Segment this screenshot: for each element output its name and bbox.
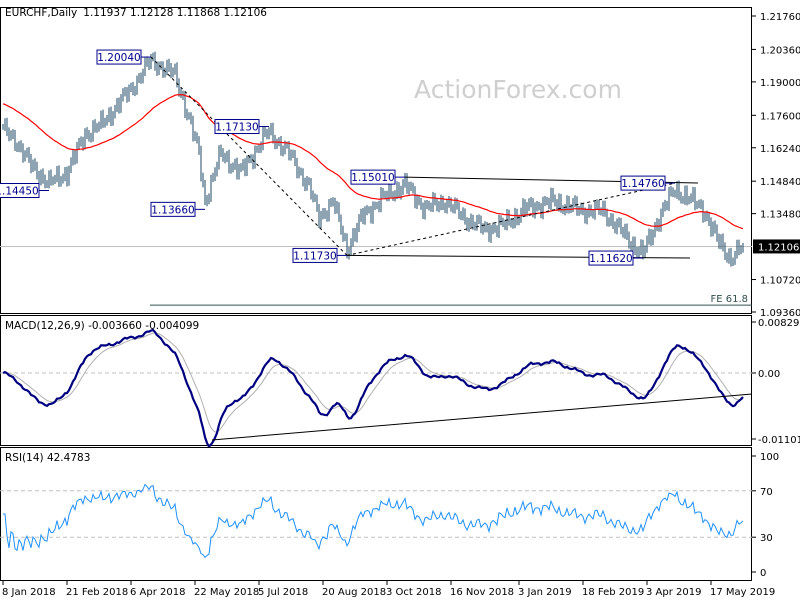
price-tick-label: 1.21760 (760, 12, 800, 23)
current-price-tag (753, 239, 800, 254)
macd-series: 0.008292 0.00 -0.011015 (0, 318, 800, 449)
pivot-label: 1.20040 (96, 49, 151, 65)
pivot-label: 1.13660 (150, 201, 205, 217)
time-tick-label: 16 Nov 2018 (450, 587, 514, 598)
price-tick-label: 1.16240 (760, 144, 800, 155)
fe-61-8-label: FE 61.8 (710, 294, 748, 305)
projection-dashed-line (150, 56, 348, 256)
pivot-label-text: 1.14760 (621, 178, 664, 190)
macd-line (2, 328, 744, 449)
rsi-panel (0, 447, 752, 581)
watermark: ActionForex.com (414, 75, 622, 104)
pivot-label-box (150, 201, 196, 217)
price-tick-label: 1.09360 (760, 308, 800, 319)
time-tick-label: 5 Jul 2018 (258, 587, 308, 598)
rsi-tick-label: 30 (760, 533, 773, 544)
price-tick-label: 1.14840 (760, 177, 800, 188)
price-series: FE 61.8 1.20040 1.14450 1.13660 1.17130 1.117… (0, 49, 752, 306)
projection-dashed-line-2 (346, 182, 676, 256)
time-tick-label: 3 Jan 2019 (518, 587, 572, 598)
rsi-series: 100 70 30 0 (0, 452, 779, 579)
pivot-label-text: 1.17130 (215, 122, 258, 134)
macd-tick-label: 0.008292 (758, 318, 800, 329)
time-tick-label: 21 Feb 2018 (66, 587, 128, 598)
rsi-tick-label: 0 (760, 568, 766, 579)
time-axis: 8 Jan 2018 21 Feb 2018 6 Apr 2018 22 May 20… (2, 580, 775, 598)
pivot-label-box (350, 169, 396, 185)
current-price-label: 1.12106 (758, 242, 799, 253)
macd-tick-label: 0.00 (758, 369, 780, 380)
time-tick-label: 20 Aug 2018 (322, 587, 386, 598)
time-tick-label: 3 Apr 2019 (646, 587, 701, 598)
rsi-tick-label: 100 (760, 452, 779, 463)
price-axis: 1.21760 1.20360 1.19000 1.17600 1.16240 1.148… (752, 12, 800, 319)
pivot-label-box (96, 49, 142, 65)
pivot-label-text: 1.13660 (151, 204, 194, 216)
pivot-label-box (0, 182, 40, 198)
pivot-label: 1.15010 (350, 169, 405, 185)
rsi-line (3, 483, 744, 559)
pivot-label-text: 1.14450 (0, 185, 39, 197)
price-panel-title: EURCHF,Daily 1.11937 1.12128 1.11868 1.12… (5, 7, 267, 19)
rsi-tick-label: 70 (760, 487, 773, 498)
price-tick-label: 1.10720 (760, 276, 800, 287)
time-tick-label: 17 May 2019 (710, 587, 775, 598)
rsi-panel-title: RSI(14) 42.4783 (5, 452, 90, 464)
price-tick-label: 1.17600 (760, 111, 800, 122)
pivot-label: 1.14450 (0, 182, 49, 198)
pivot-label-text: 1.15010 (351, 172, 394, 184)
macd-tick-label: -0.011015 (758, 435, 800, 446)
time-tick-label: 8 Jan 2018 (2, 587, 56, 598)
pivot-label-box (620, 175, 666, 191)
time-tick-label: 22 May 2018 (194, 587, 259, 598)
time-tick-label: 18 Feb 2019 (582, 587, 644, 598)
pivot-label-box (292, 247, 338, 263)
pivot-label: 1.11730 (292, 247, 347, 263)
price-tick-label: 1.13480 (760, 210, 800, 221)
time-tick-label: 3 Oct 2018 (386, 587, 441, 598)
macd-trendline (211, 393, 753, 441)
pivot-label-text: 1.11730 (293, 250, 336, 262)
price-tick-label: 1.19000 (760, 78, 800, 89)
moving-average-line (2, 94, 744, 230)
pivot-label-text: 1.11620 (589, 253, 632, 265)
pivot-label-box (214, 119, 260, 135)
pivot-label: 1.17130 (214, 119, 269, 135)
pivot-label-text: 1.20040 (97, 52, 140, 64)
price-tick-label: 1.20360 (760, 45, 800, 56)
macd-signal-line (2, 332, 744, 433)
time-tick-label: 6 Apr 2018 (130, 587, 185, 598)
pivot-label-box (588, 250, 634, 266)
pivot-label: 1.14760 (620, 175, 675, 191)
macd-panel-title: MACD(12,26,9) -0.003660 -0.004099 (5, 320, 199, 332)
pivot-label: 1.11620 (588, 250, 643, 266)
